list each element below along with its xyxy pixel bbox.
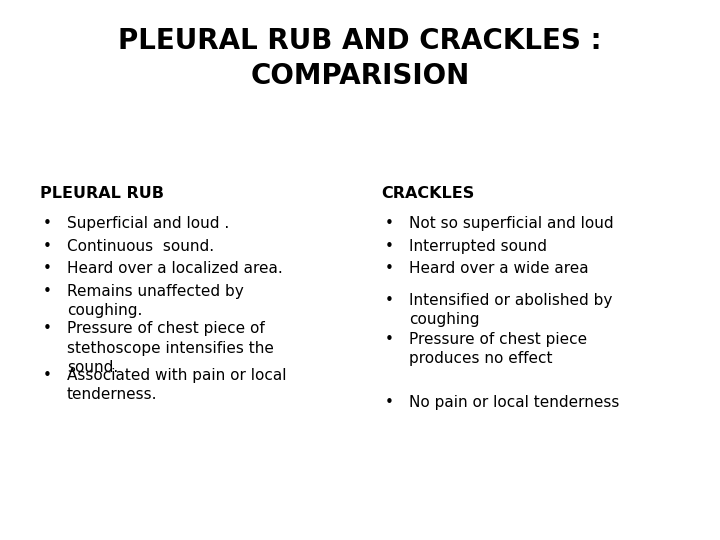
Text: Continuous  sound.: Continuous sound.: [67, 239, 214, 254]
Text: •: •: [385, 261, 394, 276]
Text: •: •: [385, 216, 394, 231]
Text: Intensified or abolished by
coughing: Intensified or abolished by coughing: [409, 293, 612, 327]
Text: •: •: [385, 239, 394, 254]
Text: No pain or local tenderness: No pain or local tenderness: [409, 395, 619, 410]
Text: Heard over a localized area.: Heard over a localized area.: [67, 261, 283, 276]
Text: •: •: [385, 395, 394, 410]
Text: Remains unaffected by
coughing.: Remains unaffected by coughing.: [67, 284, 243, 318]
Text: Not so superficial and loud: Not so superficial and loud: [409, 216, 613, 231]
Text: Associated with pain or local
tenderness.: Associated with pain or local tenderness…: [67, 368, 287, 402]
Text: •: •: [43, 261, 52, 276]
Text: Pressure of chest piece
produces no effect: Pressure of chest piece produces no effe…: [409, 332, 587, 366]
Text: Pressure of chest piece of
stethoscope intensifies the
sound.: Pressure of chest piece of stethoscope i…: [67, 321, 274, 375]
Text: •: •: [43, 284, 52, 299]
Text: Heard over a wide area: Heard over a wide area: [409, 261, 588, 276]
Text: •: •: [43, 239, 52, 254]
Text: •: •: [43, 216, 52, 231]
Text: •: •: [43, 321, 52, 336]
Text: PLEURAL RUB: PLEURAL RUB: [40, 186, 163, 201]
Text: •: •: [385, 332, 394, 347]
Text: CRACKLES: CRACKLES: [382, 186, 475, 201]
Text: •: •: [385, 293, 394, 308]
Text: Interrupted sound: Interrupted sound: [409, 239, 547, 254]
Text: Superficial and loud .: Superficial and loud .: [67, 216, 229, 231]
Text: •: •: [43, 368, 52, 383]
Text: PLEURAL RUB AND CRACKLES :
COMPARISION: PLEURAL RUB AND CRACKLES : COMPARISION: [118, 27, 602, 90]
